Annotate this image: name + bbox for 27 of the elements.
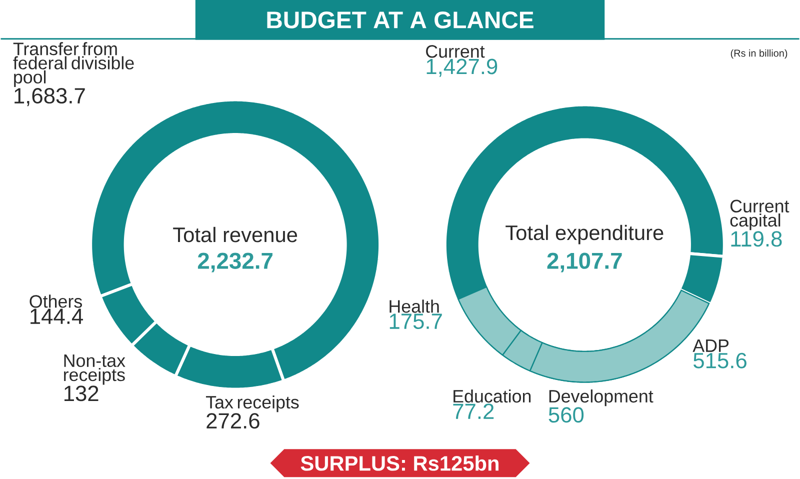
text: (Rs in billion) bbox=[730, 49, 788, 59]
data-label: 77.2 bbox=[453, 404, 494, 419]
slice-label: Non-tax receipts bbox=[64, 354, 126, 385]
text: 2,107.7 bbox=[547, 252, 622, 272]
data-label: 560 bbox=[548, 407, 584, 423]
slice-label: Education bbox=[454, 389, 531, 403]
data-label: 132 bbox=[64, 386, 98, 402]
data-label: 272.6 bbox=[206, 413, 260, 429]
slice-label: ADP bbox=[692, 340, 729, 352]
text: SURPLUS: Rs125bn bbox=[300, 455, 498, 471]
data-label: 1,427.9 bbox=[426, 58, 498, 77]
chart-title: BUDGET AT A GLANCE bbox=[267, 11, 534, 28]
slice-label: Transfer from federal divisible pool bbox=[13, 42, 134, 88]
slice-label: Tax receipts bbox=[206, 395, 299, 412]
data-label: 119.8 bbox=[731, 231, 782, 247]
slice-label: Current bbox=[426, 45, 485, 58]
data-label: 144.4 bbox=[30, 308, 83, 324]
text: 2,232.7 bbox=[198, 252, 272, 272]
slice-label: Development bbox=[549, 389, 654, 406]
text: Total revenue bbox=[173, 226, 298, 242]
data-label: 175.7 bbox=[390, 314, 442, 329]
slice-label: Current capital bbox=[730, 200, 790, 230]
text: Total expenditure bbox=[506, 224, 664, 244]
slice-label: Health bbox=[390, 300, 439, 313]
data-label: 515.6 bbox=[694, 352, 746, 368]
slice-label: Others bbox=[30, 294, 82, 308]
data-label: 1,683.7 bbox=[14, 88, 85, 106]
